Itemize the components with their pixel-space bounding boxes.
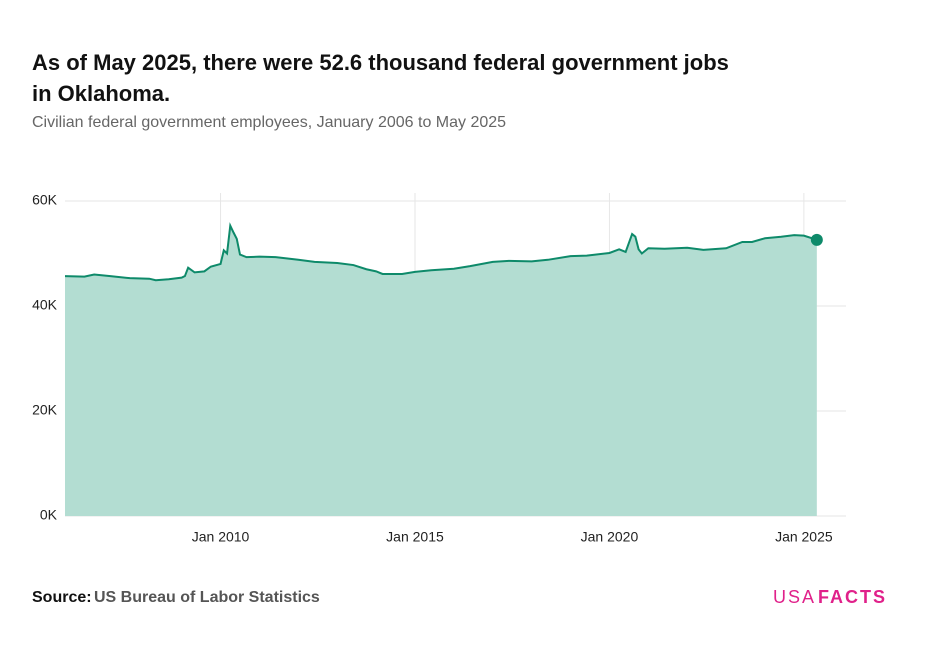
logo-usa: USA (773, 587, 816, 607)
chart-title: As of May 2025, there were 52.6 thousand… (32, 50, 729, 106)
source: US Bureau of Labor Statistics (94, 589, 320, 606)
y-tick-label: 20K (32, 402, 58, 418)
x-tick-label: Jan 2020 (581, 529, 639, 545)
y-tick-label: 0K (40, 507, 58, 523)
y-tick-label: 60K (32, 192, 58, 208)
x-tick-label: Jan 2015 (386, 529, 444, 545)
end-point (810, 233, 823, 246)
x-tick-label: Jan 2010 (192, 529, 250, 545)
source-label: Source: (32, 589, 92, 606)
logo-facts: FACTS (818, 587, 887, 607)
x-tick-label: Jan 2025 (775, 529, 833, 545)
line (64, 222, 818, 282)
y-tick-label: 40K (32, 297, 58, 313)
chart-subtitle: Civilian federal government employees, J… (32, 114, 506, 131)
area (65, 225, 817, 517)
